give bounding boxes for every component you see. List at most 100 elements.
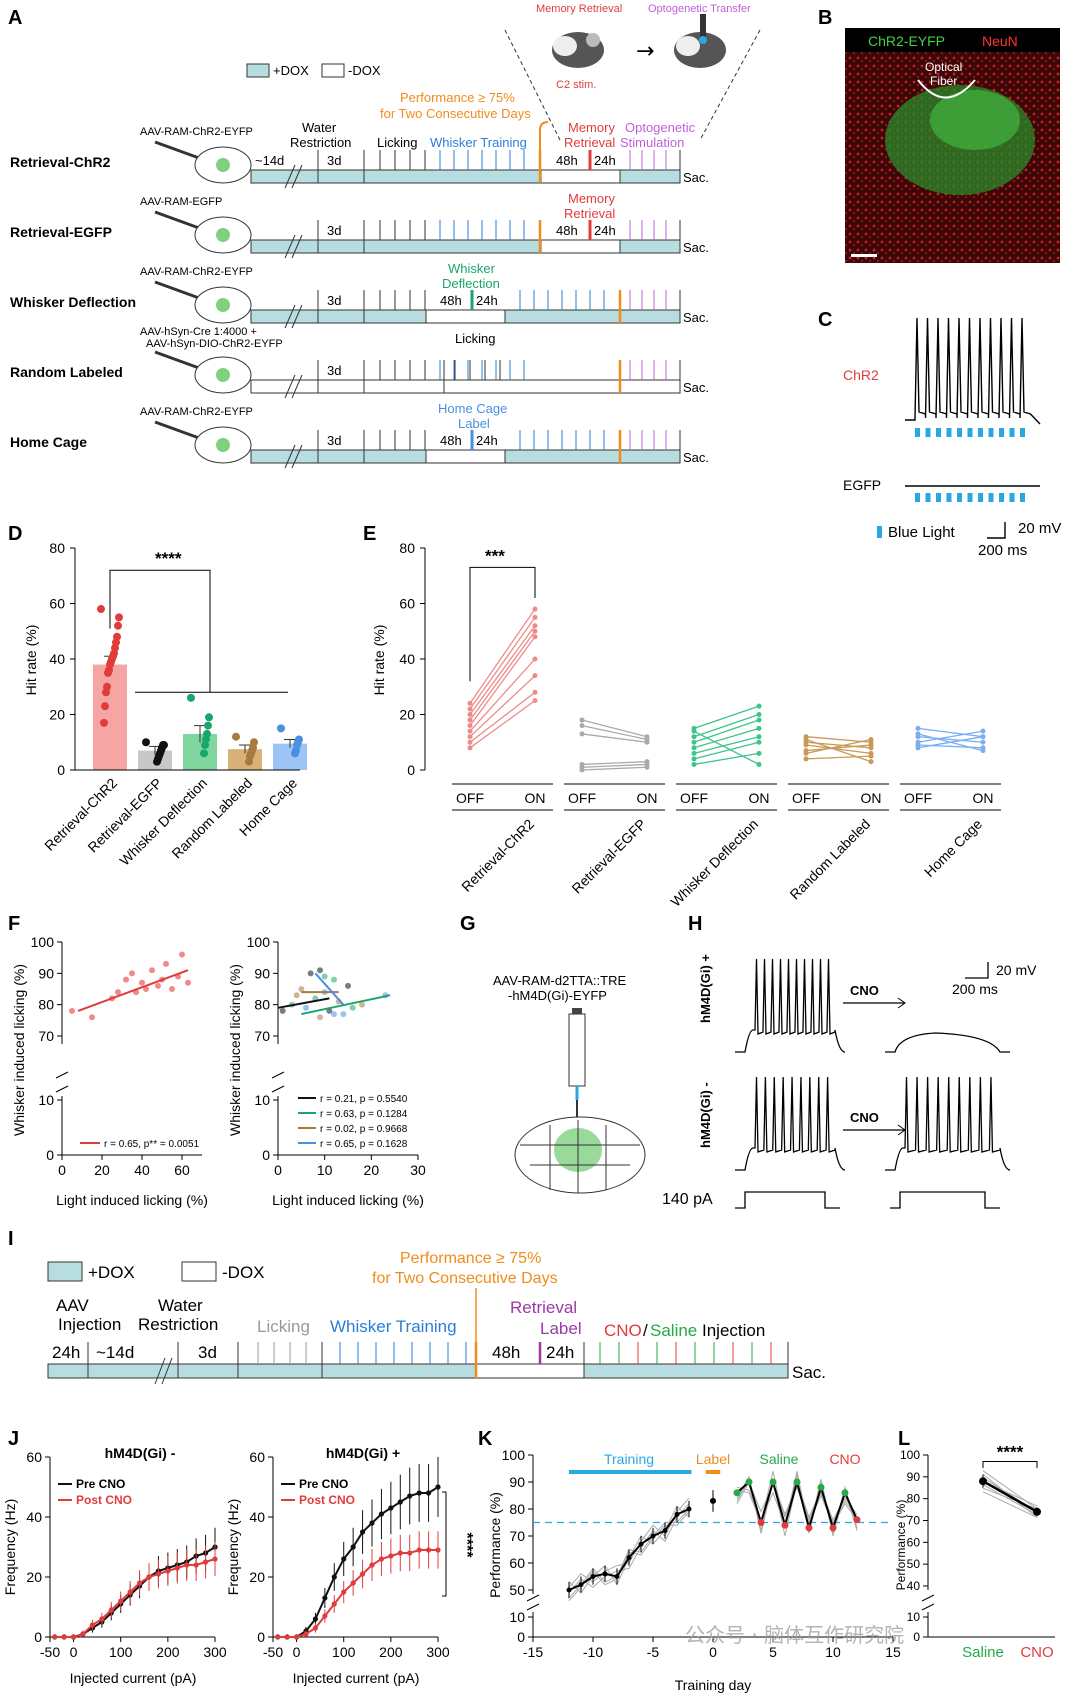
cno-label-i: CNO	[604, 1321, 642, 1340]
j-xtl-1-100: 100	[332, 1644, 356, 1660]
ytick-label-40: 40	[49, 651, 65, 667]
dot-2-0	[187, 693, 195, 702]
panel-label-h: H	[688, 913, 702, 935]
d3-2: 3d	[327, 293, 341, 308]
pair-dot-a-0-8	[467, 745, 473, 751]
j-line-0-0	[54, 1546, 216, 1638]
sac-3: Sac.	[683, 380, 709, 395]
fl-dot-16	[185, 979, 191, 986]
l-xtick-saline: Saline	[962, 1644, 1004, 1661]
pair-line-3-4	[805, 738, 872, 754]
j-dot-1-0-4	[312, 1616, 319, 1622]
k-xtl-5: 5	[769, 1644, 777, 1660]
j-dot-1-0-11	[378, 1511, 385, 1517]
timeline-bar-3	[250, 379, 681, 394]
pair-dot-a-0-7	[467, 739, 473, 745]
j-ylabel-0: Frequency (Hz)	[2, 1499, 18, 1595]
fr-dot-9	[331, 976, 337, 983]
j-dot-1-0-10	[369, 1520, 375, 1526]
fr-dot-16	[317, 967, 323, 974]
j-ytl-0-0: 0	[34, 1629, 42, 1645]
watermark: 公众号 · 脑体互作研究院	[685, 1623, 904, 1647]
fr-ytl-70: 70	[254, 1028, 270, 1044]
fr-ytl-80: 80	[254, 997, 270, 1013]
pair-line-3-5	[805, 755, 872, 760]
fr-xtl-0: 0	[274, 1162, 282, 1178]
retrieval-r1: Retrieval	[564, 206, 615, 221]
panel-label-f: F	[8, 913, 20, 935]
row-name-1: Retrieval-EGFP	[10, 224, 112, 240]
pair-dot-b-2-6	[756, 761, 762, 767]
k-dot-3	[602, 1571, 608, 1577]
pulse-b-1	[925, 493, 931, 502]
h48-2: 48h	[440, 293, 462, 308]
virus-g-1: AAV-RAM-d2TTA::TRE	[493, 973, 626, 988]
break2-0	[291, 164, 303, 189]
j-ytl-0-60: 60	[26, 1449, 42, 1465]
fl-dot-0	[69, 1007, 75, 1014]
j-xtl-1-300: 300	[426, 1644, 450, 1660]
fr-legend-2: r = 0.02, p = 0.9668	[320, 1124, 408, 1135]
licking-label-i: Licking	[257, 1317, 310, 1336]
j-dot-1-0-14	[407, 1493, 413, 1499]
break1-1	[284, 234, 296, 259]
pair-dot-a-0-4	[467, 723, 473, 729]
ylabel: Hit rate (%)	[371, 625, 387, 696]
row-virus-0: AAV-RAM-ChR2-EYFP	[140, 126, 253, 138]
group-label-3: Random Labeled	[786, 816, 873, 903]
trace-plus-pre	[735, 958, 846, 1053]
fl-dot-13	[169, 986, 175, 992]
pair-dot-b-0-2	[532, 623, 538, 629]
j-dot-0-1-2	[70, 1634, 77, 1640]
k-dot-2	[590, 1574, 596, 1579]
l-ytl-60: 60	[907, 1535, 921, 1549]
d3-0: 3d	[327, 153, 341, 168]
j-ytl-1-60: 60	[249, 1449, 265, 1465]
k-cyc-dot-0	[733, 1489, 741, 1497]
j-dot-0-1-10	[146, 1574, 152, 1580]
sac-0: Sac.	[683, 170, 709, 185]
blue-light-label: Blue Light	[888, 524, 956, 541]
fr-legend-0: r = 0.21, p = 0.5540	[320, 1094, 408, 1105]
fl-dot-8	[143, 986, 149, 992]
k-cyc-dot-10	[853, 1516, 861, 1524]
panel-label-b: B	[818, 7, 832, 29]
d3-3: 3d	[327, 363, 341, 378]
ytick-label-20: 20	[399, 707, 415, 723]
chart-k: 50 60 70 80 90 100 0 10 -15 -10 -5 0 5 10 15 Training d…	[487, 1447, 901, 1693]
pair-line-1-2	[581, 733, 648, 743]
current-step-2	[890, 1191, 1000, 1209]
fr-ylabel: Whisker induced licking (%)	[227, 964, 243, 1136]
optogenetic-label: Optogenetic	[625, 120, 696, 135]
ytick-label-0: 0	[57, 762, 65, 778]
l-ytl-40: 40	[907, 1579, 921, 1593]
k-ytl-70: 70	[509, 1528, 525, 1544]
bar-4	[273, 743, 307, 770]
virus-g-2: -hM4D(Gi)-EYFP	[508, 988, 607, 1003]
dot-4-5	[291, 749, 299, 758]
pair-dot-b-2-4	[756, 734, 762, 740]
j-dot-0-1-16	[202, 1559, 209, 1565]
pulse-a-9	[1009, 428, 1015, 437]
k-xtl-15: 15	[885, 1644, 901, 1660]
neun-label: NeuN	[982, 33, 1018, 49]
cells-labeled-0	[216, 158, 230, 172]
dot-2-1	[205, 713, 213, 722]
off-0: OFF	[456, 790, 484, 806]
j-dot-1-0-12	[388, 1505, 394, 1511]
restriction-label: Restriction	[290, 135, 351, 150]
break-i-1	[154, 1357, 166, 1385]
j-dot-1-1-11	[378, 1556, 385, 1562]
off-4: OFF	[904, 790, 932, 806]
pair-dot-a-4-5	[915, 745, 921, 751]
j-dot-1-0-7	[341, 1556, 347, 1562]
water-label-i: Water	[158, 1296, 203, 1315]
performance-text-i2: for Two Consecutive Days	[372, 1270, 558, 1287]
pulse-b-5	[967, 493, 973, 502]
pair-dot-a-0-3	[467, 717, 473, 723]
fr-legend-3: r = 0.65, p = 0.1628	[320, 1139, 408, 1150]
j-dot-1-0-6	[331, 1574, 337, 1580]
dot-1-0	[142, 738, 150, 747]
l-indiv-0	[982, 1491, 1038, 1518]
